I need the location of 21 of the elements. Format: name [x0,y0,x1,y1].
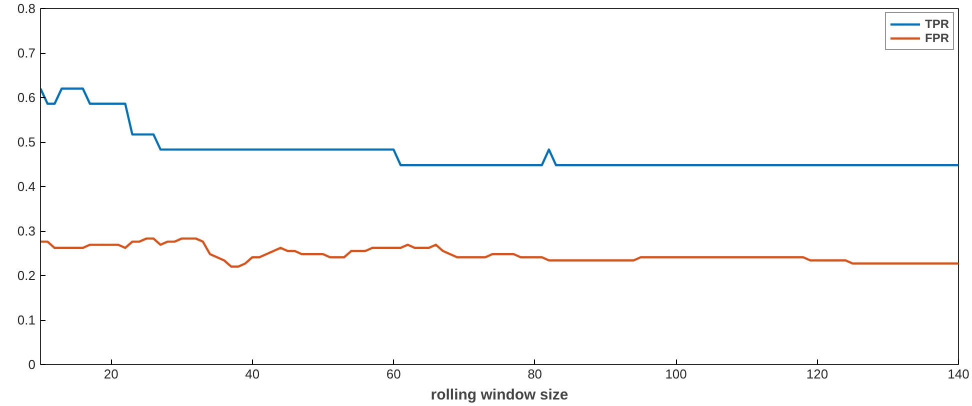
x-tick-label: 40 [245,366,260,382]
line-series [40,237,958,268]
legend-label: FPR [925,31,949,45]
y-tick-label: 0.3 [17,224,36,238]
y-tick-label: 0 [28,357,36,372]
y-tick-label: 0.4 [17,179,36,194]
y-tick-label: 0.8 [17,1,36,16]
x-tick-label: 20 [104,366,118,382]
y-tick-label: 0.7 [17,46,36,60]
x-tick-label: 120 [806,366,828,382]
x-tick-label: 100 [665,366,687,382]
y-tick-label: 0.6 [17,90,36,105]
x-tick-label: 140 [948,366,970,382]
y-tick-label: 0.2 [17,268,36,283]
legend-label: TPR [925,17,949,31]
y-tick-label: 0.5 [17,134,36,150]
x-tick-label: 60 [386,366,401,382]
x-tick-label: 80 [528,366,542,382]
y-tick-label: 0.1 [17,312,36,328]
line-series [40,88,958,166]
x-axis-title: rolling window size [430,386,568,404]
